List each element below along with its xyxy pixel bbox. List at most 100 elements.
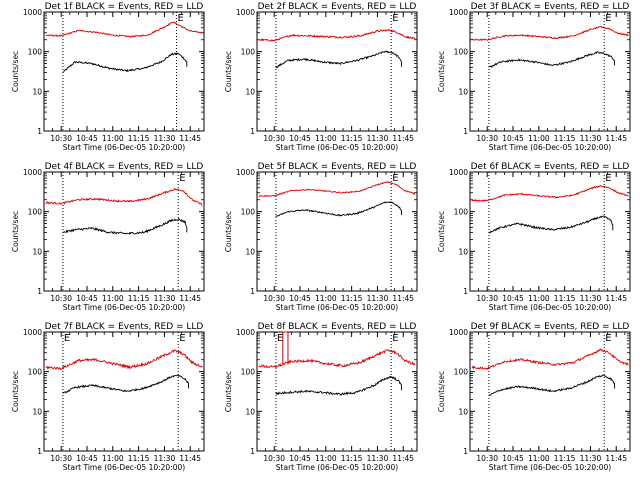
plot-frame	[469, 11, 631, 132]
x-axis-label: Start Time (06-Dec-05 10:20:00)	[489, 463, 611, 472]
x-tick-label: 10:30	[263, 294, 285, 303]
x-tick-label: 10:45	[76, 454, 98, 463]
x-tick-label: 10:30	[50, 454, 72, 463]
y-tick-label: 10	[458, 247, 468, 256]
x-tick-label: 10:30	[263, 134, 285, 143]
x-tick-label: 11:45	[392, 454, 414, 463]
y-tick-label: 1000	[449, 328, 468, 337]
y-tick-label: 1	[250, 127, 255, 136]
y-tick-label: 100	[241, 48, 256, 57]
series-black-line	[275, 201, 402, 217]
chart-panel-1f: Det 1f BLACK = Events, RED = LLD 1 10 100 10…	[11, 2, 205, 152]
series-black-line	[275, 375, 402, 396]
x-tick-label: 11:30	[154, 454, 176, 463]
plot-frame	[469, 171, 631, 292]
series-red-line	[471, 25, 629, 42]
y-tick-label: 1000	[449, 8, 468, 17]
chart-panel-7f: Det 7f BLACK = Events, RED = LLD 1 10 100 10…	[11, 322, 205, 472]
y-tick-label: 1	[463, 287, 468, 296]
x-tick-label: 11:00	[102, 294, 124, 303]
interval-marker-label: E	[605, 173, 611, 184]
y-tick-label: 1	[250, 447, 255, 456]
y-axis-label: Counts/sec	[11, 371, 20, 412]
y-tick-label: 100	[28, 208, 43, 217]
interval-marker-label: E	[605, 333, 611, 344]
x-tick-label: 11:15	[128, 454, 150, 463]
x-tick-label: 11:45	[605, 454, 627, 463]
x-tick-label: 11:30	[154, 134, 176, 143]
y-tick-label: 10	[32, 247, 42, 256]
chart-panel-9f: Det 9f BLACK = Events, RED = LLD 1 10 100 10…	[437, 322, 631, 472]
y-tick-label: 10	[32, 407, 42, 416]
y-tick-label: 10	[245, 407, 255, 416]
y-axis-label: Counts/sec	[437, 51, 446, 92]
y-axis-label: Counts/sec	[437, 211, 446, 252]
series-black-line	[62, 373, 189, 394]
x-axis-label: Start Time (06-Dec-05 10:20:00)	[276, 143, 398, 152]
y-tick-label: 100	[28, 368, 43, 377]
x-tick-label: 10:30	[476, 454, 498, 463]
chart-title: Det 5f BLACK = Events, RED = LLD	[258, 162, 417, 172]
y-tick-label: 10	[245, 87, 255, 96]
x-tick-label: 11:45	[179, 294, 201, 303]
y-tick-label: 100	[28, 48, 43, 57]
x-tick-label: 11:00	[102, 134, 124, 143]
y-tick-label: 100	[454, 368, 469, 377]
x-tick-label: 11:00	[528, 294, 550, 303]
x-tick-label: 11:15	[341, 134, 363, 143]
y-tick-label: 1	[250, 287, 255, 296]
x-tick-label: 11:30	[580, 294, 602, 303]
y-tick-label: 100	[454, 48, 469, 57]
x-tick-label: 10:45	[76, 294, 98, 303]
x-tick-label: 11:30	[154, 294, 176, 303]
chart-title: Det 2f BLACK = Events, RED = LLD	[258, 2, 417, 12]
y-tick-label: 1	[463, 127, 468, 136]
x-tick-label: 10:45	[502, 134, 524, 143]
x-tick-label: 10:30	[50, 294, 72, 303]
x-tick-label: 11:45	[605, 134, 627, 143]
x-tick-label: 11:00	[315, 294, 337, 303]
x-axis-label: Start Time (06-Dec-05 10:20:00)	[63, 303, 185, 312]
y-axis-label: Counts/sec	[224, 51, 233, 92]
x-tick-label: 10:30	[476, 294, 498, 303]
x-axis-label: Start Time (06-Dec-05 10:20:00)	[63, 143, 185, 152]
x-tick-label: 11:45	[605, 294, 627, 303]
series-black-line	[275, 50, 402, 69]
chart-panel-3f: Det 3f BLACK = Events, RED = LLD 1 10 100 10…	[437, 2, 631, 152]
x-axis-label: Start Time (06-Dec-05 10:20:00)	[276, 303, 398, 312]
chart-title: Det 4f BLACK = Events, RED = LLD	[45, 162, 204, 172]
x-tick-label: 11:15	[554, 294, 576, 303]
plot-frame	[469, 331, 631, 452]
y-tick-label: 1000	[449, 168, 468, 177]
x-tick-label: 11:30	[367, 294, 389, 303]
chart-title: Det 8f BLACK = Events, RED = LLD	[258, 322, 417, 332]
y-tick-label: 100	[241, 368, 256, 377]
y-tick-label: 1	[37, 127, 42, 136]
x-tick-label: 10:45	[76, 134, 98, 143]
chart-panel-2f: Det 2f BLACK = Events, RED = LLD 1 10 100 10…	[224, 2, 418, 152]
series-red-spike	[282, 331, 289, 365]
y-tick-label: 1	[37, 287, 42, 296]
x-tick-label: 11:15	[341, 294, 363, 303]
series-red-line	[258, 28, 416, 42]
x-tick-label: 10:30	[476, 134, 498, 143]
interval-marker-label: E	[179, 333, 185, 344]
plot-frame	[256, 11, 418, 132]
x-axis-label: Start Time (06-Dec-05 10:20:00)	[489, 143, 611, 152]
chart-panel-8f: Det 8f BLACK = Events, RED = LLD 1 10 100 10…	[224, 322, 418, 472]
series-black-line	[62, 52, 188, 73]
x-tick-label: 11:00	[315, 134, 337, 143]
series-red-line	[45, 349, 203, 371]
series-black-line	[488, 215, 614, 234]
chart-title: Det 1f BLACK = Events, RED = LLD	[45, 2, 204, 12]
x-tick-label: 11:15	[128, 294, 150, 303]
series-red-line	[258, 180, 416, 198]
interval-marker-label: E	[179, 173, 185, 184]
x-tick-label: 11:15	[554, 454, 576, 463]
y-tick-label: 1	[37, 447, 42, 456]
series-red-line	[45, 187, 203, 206]
x-axis-label: Start Time (06-Dec-05 10:20:00)	[489, 303, 611, 312]
series-red-line	[471, 185, 629, 202]
y-axis-label: Counts/sec	[224, 211, 233, 252]
